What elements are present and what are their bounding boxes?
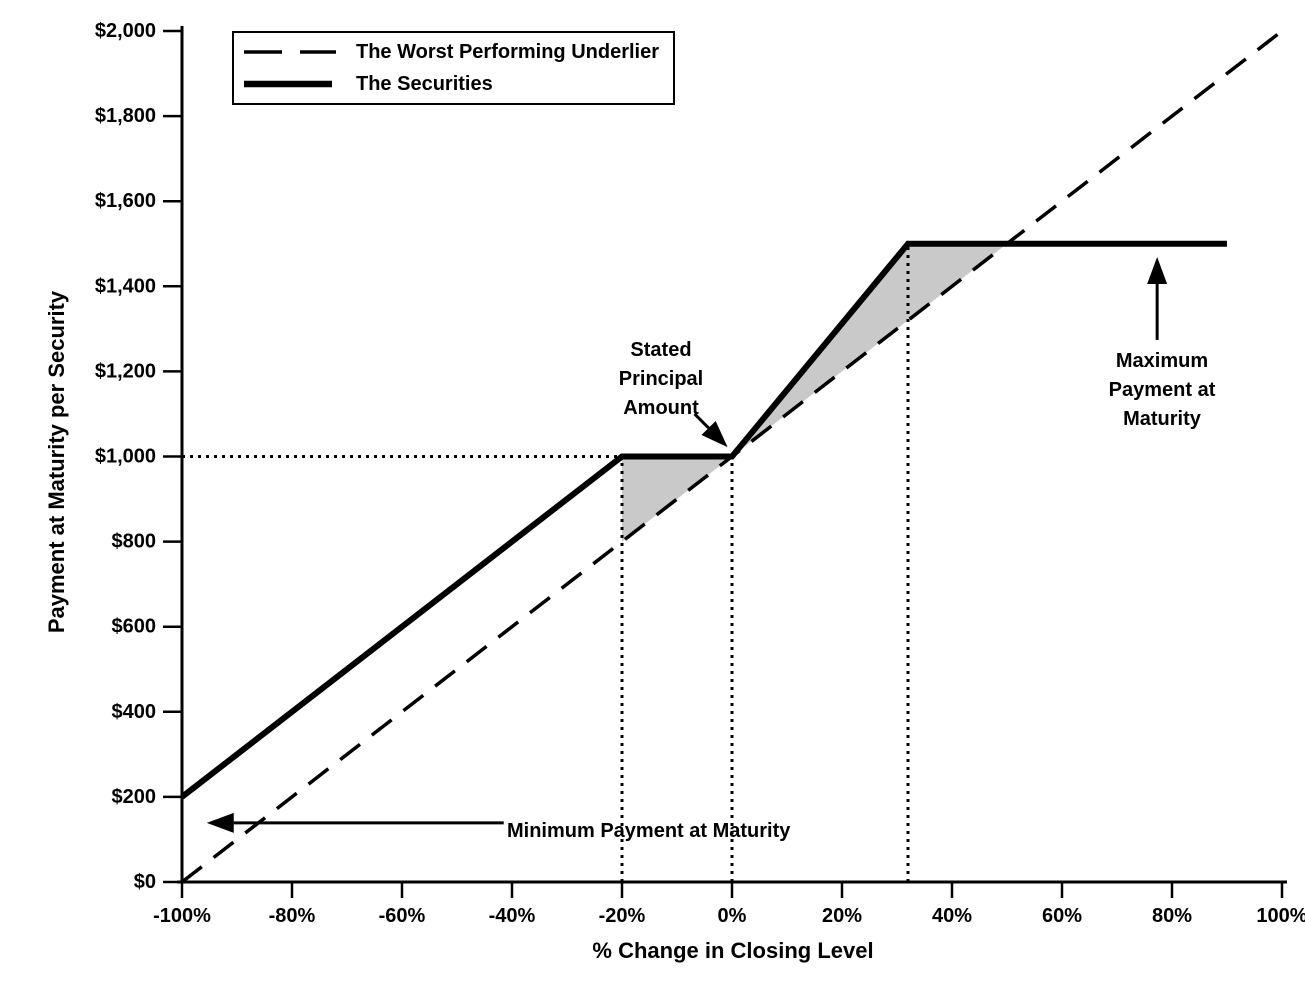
stated-principal-amount-arrowhead [701,420,728,448]
legend: The Worst Performing Underlier The Secur… [232,31,675,105]
annotation-minimum-payment: Minimum Payment at Maturity [507,820,791,842]
x-tick-label: -80% [269,905,316,927]
x-tick-label: 80% [1152,905,1192,927]
y-tick-label: $1,400 [95,275,156,297]
legend-label-securities: The Securities [356,72,493,95]
y-tick-label: $400 [112,701,157,723]
y-tick-label: $600 [112,616,157,638]
dashed-line-icon [244,50,336,54]
stated-principal-amount-arrow [693,412,710,430]
y-tick-label: $800 [112,531,157,553]
legend-entry-securities: The Securities [240,68,673,100]
x-axis-title: % Change in Closing Level [592,938,874,963]
x-tick-label: -20% [599,905,646,927]
annotation-stated-principal-amount: Stated Principal Amount [618,339,704,419]
x-tick-label: 0% [718,905,747,927]
legend-label-underlier: The Worst Performing Underlier [356,40,660,63]
y-tick-label: $0 [134,871,156,893]
maximum-payment-at-maturity-arrowhead [1147,256,1168,284]
shaded-region-leveraged-upside-region [732,243,1007,457]
x-tick-label: -40% [489,905,536,927]
y-tick-label: $1,200 [95,360,156,382]
solid-line-icon [244,80,332,88]
x-tick-label: 100% [1256,905,1305,927]
y-tick-label: $1,600 [95,190,156,212]
y-tick-label: $2,000 [95,20,156,42]
annotation-maximum-payment: Maximum Payment at Maturity [1108,350,1216,430]
x-tick-label: 20% [822,905,862,927]
y-tick-label: $1,800 [95,105,156,127]
minimum-payment-at-maturity-arrowhead [206,812,234,833]
series-line-securities [180,240,1227,800]
y-axis-title: Payment at Maturity per Security [44,290,69,634]
y-tick-label: $200 [112,786,157,808]
x-tick-label: -60% [379,905,426,927]
x-tick-label: 60% [1042,905,1082,927]
y-tick-label: $1,000 [95,446,156,468]
x-tick-label: -100% [153,905,211,927]
x-tick-label: 40% [932,905,972,927]
legend-entry-underlier: The Worst Performing Underlier [240,36,673,68]
